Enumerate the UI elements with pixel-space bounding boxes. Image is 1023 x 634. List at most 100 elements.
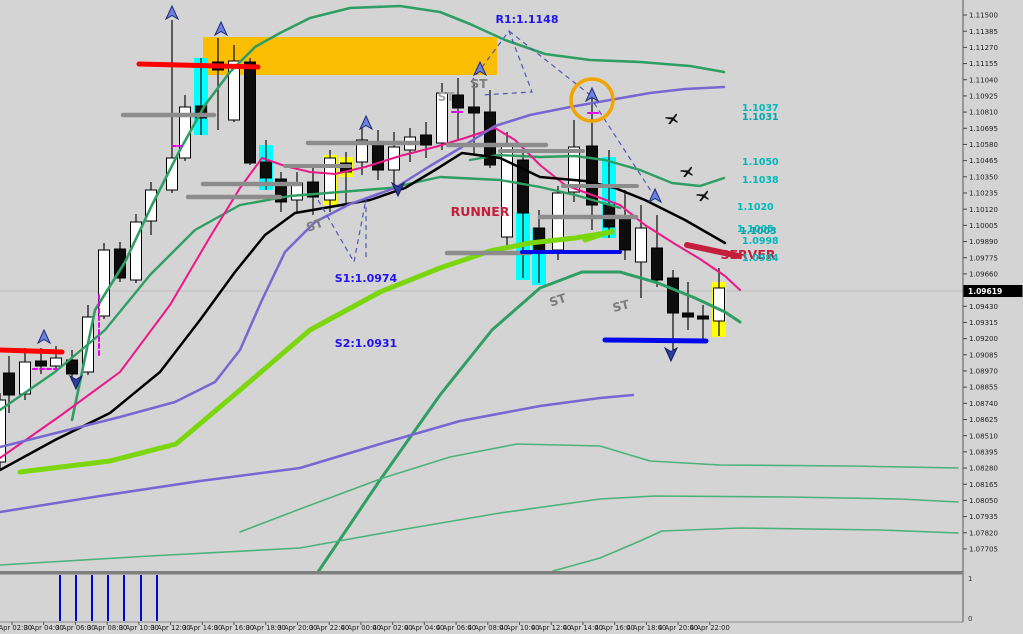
candle-body-bear [420,134,432,146]
price-tick-label: 1.09430 [969,303,998,311]
time-tick-label: 4 Apr 14:00 [563,624,603,632]
candle-body-bear [452,94,464,109]
price-tick-label: 1.10350 [969,173,998,181]
chart-plot-area[interactable] [0,0,963,571]
band-green-a [239,443,959,533]
airplane-icon [665,113,678,125]
price-tick-label: 1.11270 [969,44,998,52]
up-arrow-icon [472,60,488,77]
time-tick-label: 4 Apr 12:00 [531,624,571,632]
down-arrow-icon [663,346,679,363]
airplane-icon [680,166,693,178]
ma-green-upper [70,4,726,422]
price-tick-label: 1.08740 [969,400,998,408]
support-resistance-label: R1:1.1148 [496,13,559,26]
level-segment [582,228,615,243]
price-tick-label: 1.09660 [969,270,998,278]
price-tick-label: 1.09890 [969,238,998,246]
time-tick-label: 4 Apr 20:00 [658,624,698,632]
candle [667,270,679,350]
up-arrow-icon [647,187,663,204]
price-level-label: 1.0984 [742,253,779,264]
price-axis[interactable]: 1.11500 1.11385 1.11270 1.11155 1.11040 1.109… [962,0,1023,623]
candle [259,140,273,190]
st-signal-label: ST [548,291,569,310]
price-level-label: 1.1038 [742,175,779,186]
candle [228,45,240,122]
candle-body-bear [260,161,272,179]
time-tick-label: 4 Apr 04:00 [404,624,444,632]
time-tick-label: 3 Apr 06:00 [55,624,95,632]
candle [0,393,6,470]
candle-body-bear [307,181,319,198]
price-tick-label: 1.11040 [969,76,998,84]
annotation-label: SERVER [720,247,775,262]
candle [98,243,110,319]
subwindow-separator[interactable] [0,571,963,575]
time-tick-label: 4 Apr 06:00 [436,624,476,632]
up-arrow-icon [213,20,229,37]
markers-layer [36,4,709,391]
candle [307,168,319,215]
time-tick-label: 3 Apr 08:00 [87,624,127,632]
current-price-value: 1.09619 [968,287,1002,296]
lma-lime [17,229,615,475]
level-segment [136,61,261,70]
dashed-lines-layer [317,29,652,264]
candle [420,122,432,158]
price-tick-label: 1.08165 [969,481,998,489]
price-level-label: 1.1050 [742,157,779,168]
time-tick-label: 3 Apr 14:00 [182,624,222,632]
candle [66,350,78,381]
price-tick-label: 1.08050 [969,497,998,505]
candle-body-bull [50,357,62,367]
candle-body-bear [468,106,480,114]
time-tick-label: 3 Apr 10:00 [119,624,159,632]
time-tick-label: 4 Apr 16:00 [595,624,635,632]
price-tick-label: 1.08395 [969,448,998,456]
candle-body-bear [651,247,663,281]
current-price-tag [963,285,1023,297]
price-tick-label: 1.10580 [969,141,998,149]
price-level-label: 1.1031 [742,112,779,123]
price-level-label: 1.1003 [740,226,777,237]
candle-body-bull [0,399,6,463]
price-tick-label: 1.08625 [969,416,998,424]
candle-body-bear [586,145,598,206]
annotation-label: RUNNER [451,204,510,219]
time-tick-label: 4 Apr 22:00 [690,624,730,632]
indicator-subwindow[interactable] [0,571,963,623]
airplane-icon [696,190,709,202]
candle [436,83,448,150]
candle-body-bull [228,60,240,121]
candle-body-bear [619,217,631,251]
subwindow-scale-max: 1 [968,575,972,583]
candle-body-bear [682,312,694,318]
st-signal-label: ST [471,77,489,91]
support-resistance-label: S2:1.0931 [335,337,397,350]
price-tick-label: 1.08510 [969,432,998,440]
st-signal-label: ST [304,216,325,235]
candle-body-bull [568,146,580,193]
candle-body-bear [3,372,15,396]
price-level-label: 1.0998 [742,236,779,247]
up-arrow-icon [164,4,180,21]
time-tick-label: 3 Apr 04:00 [24,624,64,632]
candle-body-bull [436,92,448,144]
price-tick-label: 1.10810 [969,109,998,117]
time-axis[interactable]: 3 Apr 02:003 Apr 04:003 Apr 06:003 Apr 0… [0,622,730,632]
time-tick-label: 3 Apr 12:00 [151,624,191,632]
st-signal-label: ST [438,90,456,104]
price-tick-label: 1.08280 [969,465,998,473]
price-tick-label: 1.11155 [969,60,998,68]
candle [651,215,663,287]
dashed-trendline [470,29,533,96]
candle [552,186,564,260]
price-tick-label: 1.11385 [969,28,998,36]
price-tick-label: 1.09200 [969,335,998,343]
down-arrow-icon [390,181,406,198]
up-arrow-icon [358,114,374,131]
candle-body-bull [98,249,110,317]
